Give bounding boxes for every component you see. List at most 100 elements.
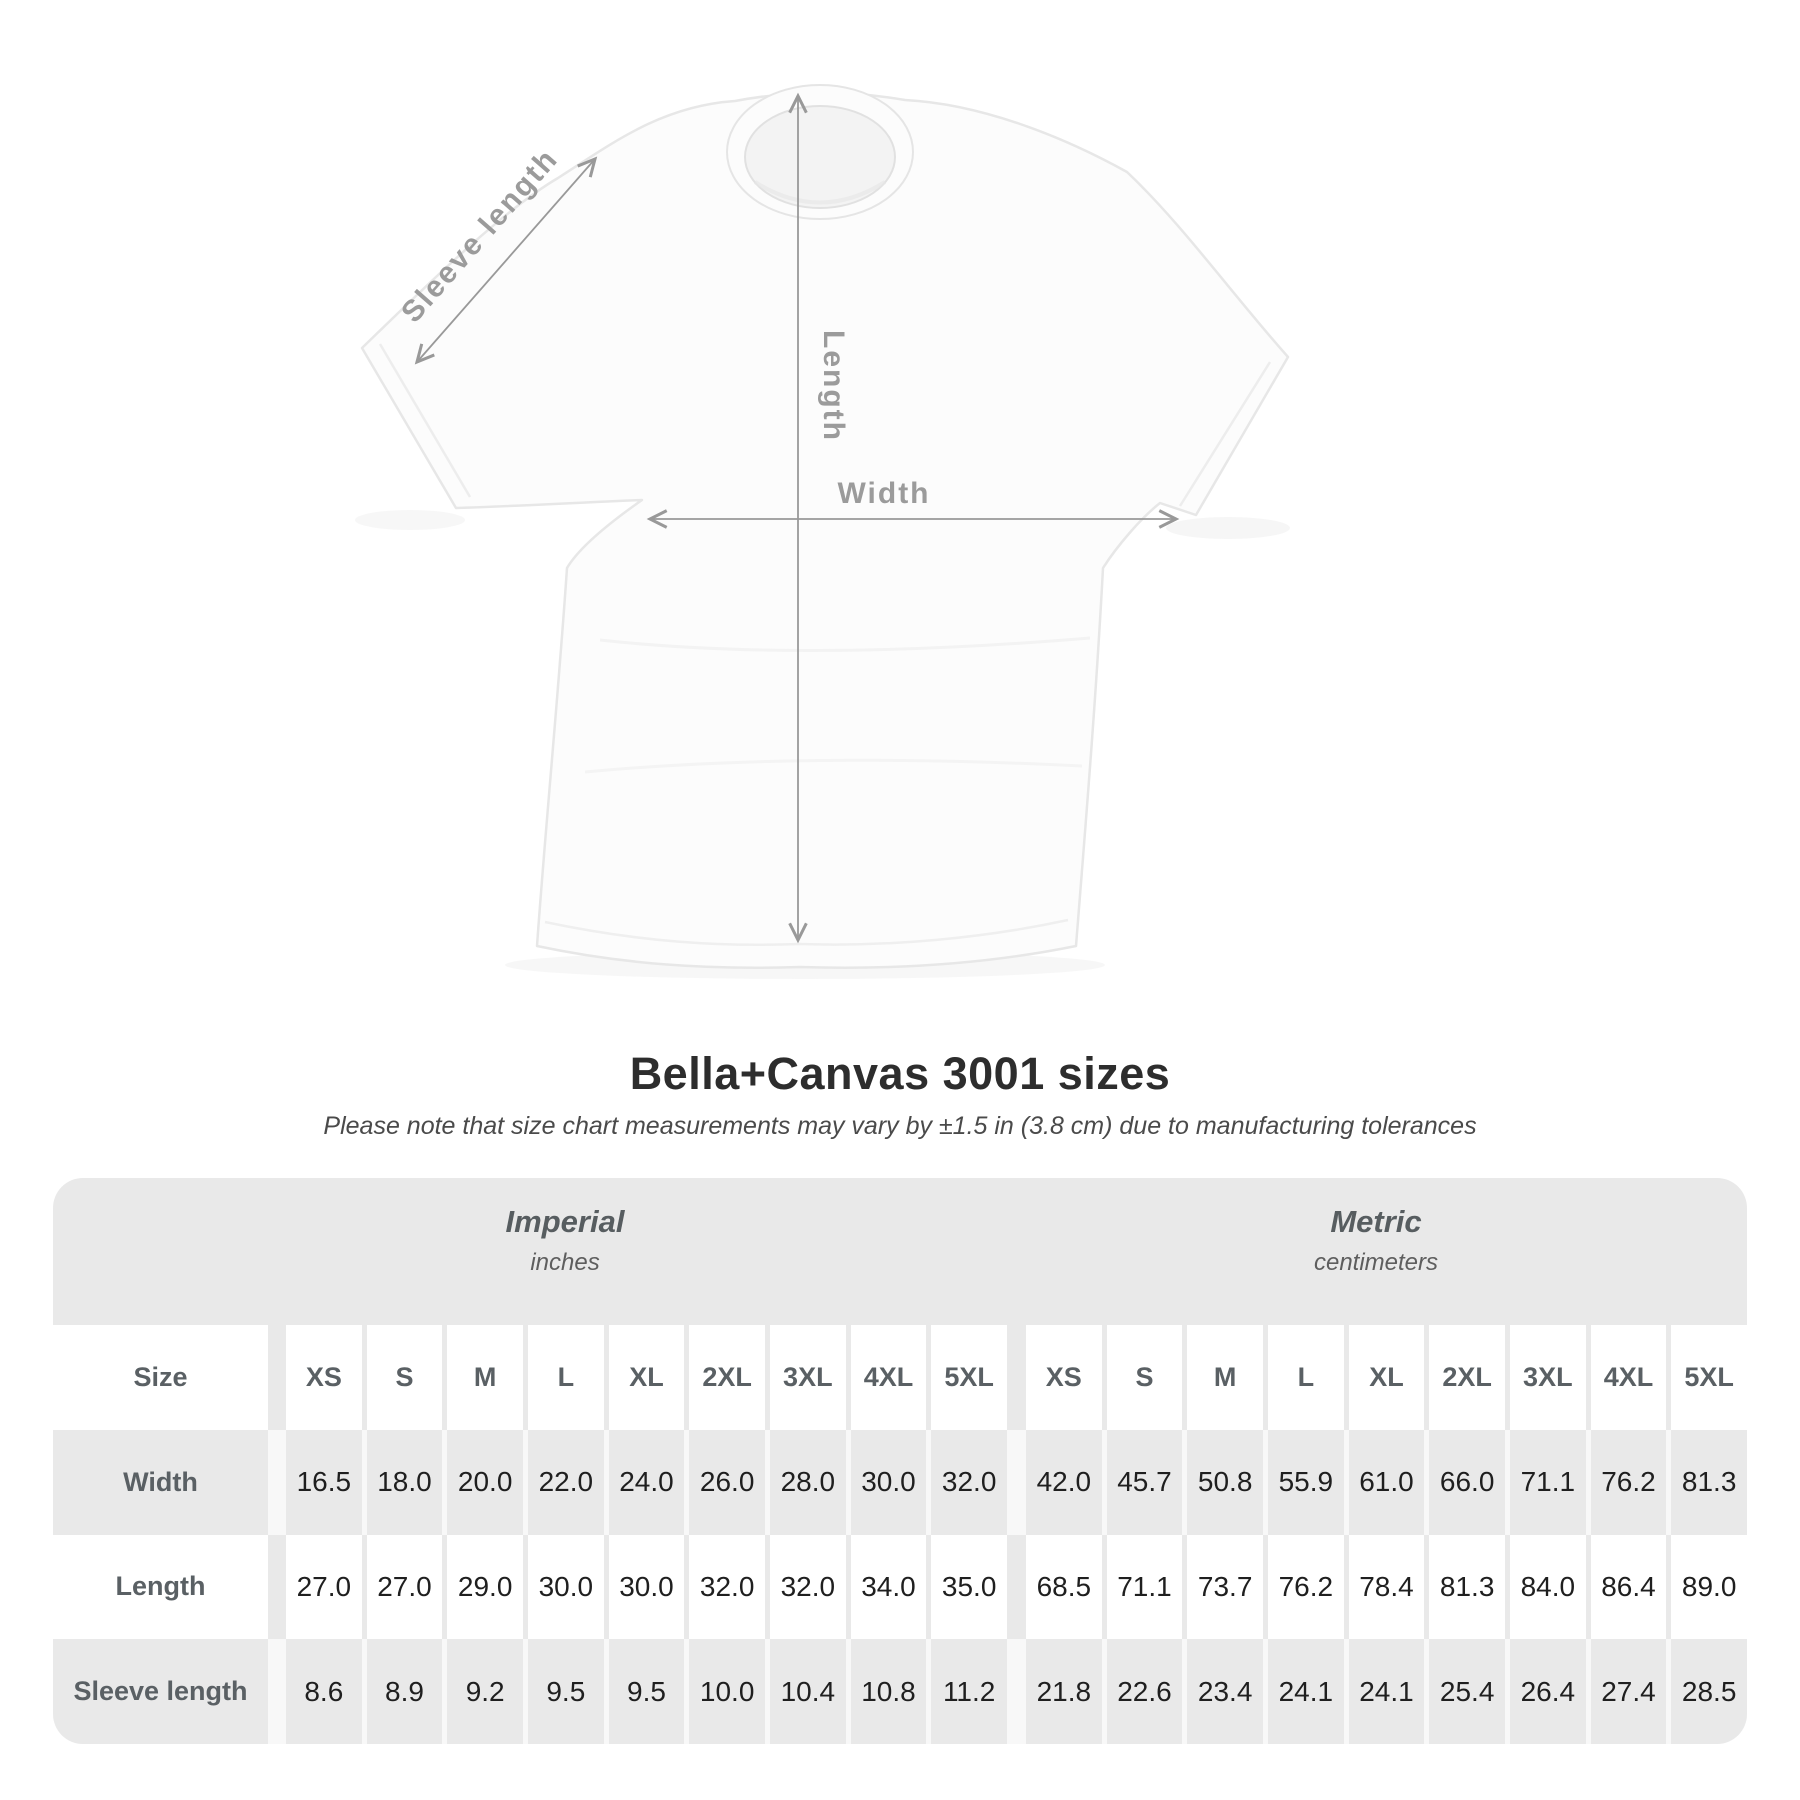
cell-sleeve-length-metric-m: 23.4 bbox=[1187, 1639, 1263, 1744]
collar bbox=[726, 84, 914, 220]
cell-width-imperial-m: 20.0 bbox=[447, 1429, 523, 1535]
cell-length-imperial-s: 27.0 bbox=[366, 1534, 443, 1640]
cell-width-imperial-s: 18.0 bbox=[366, 1429, 443, 1535]
size-column-header-imperial-5xl: 5XL bbox=[931, 1325, 1007, 1430]
cell-sleeve-length-metric-2xl: 25.4 bbox=[1429, 1639, 1505, 1744]
size-column-header-metric-l: L bbox=[1267, 1325, 1344, 1430]
size-column-header-metric-5xl: 5XL bbox=[1671, 1325, 1747, 1430]
cell-length-metric-xs: 68.5 bbox=[1025, 1534, 1102, 1640]
length-label: Length bbox=[817, 330, 850, 442]
cell-width-metric-3xl: 71.1 bbox=[1509, 1429, 1586, 1535]
metric-unit: centimeters bbox=[1313, 1249, 1439, 1276]
cell-sleeve-length-imperial-xs: 8.6 bbox=[286, 1639, 362, 1744]
cell-sleeve-length-metric-xl: 24.1 bbox=[1348, 1639, 1425, 1744]
size-column-header-imperial-4xl: 4XL bbox=[850, 1325, 927, 1430]
size-header-cell: Size bbox=[53, 1325, 268, 1430]
width-label: Width bbox=[837, 477, 930, 510]
metric-units-header: Metric centimeters bbox=[1056, 1204, 1696, 1277]
cell-sleeve-length-imperial-xl: 9.5 bbox=[608, 1639, 685, 1744]
cell-length-metric-3xl: 84.0 bbox=[1509, 1534, 1586, 1640]
size-column-header-metric-3xl: 3XL bbox=[1509, 1325, 1586, 1430]
cell-width-metric-2xl: 66.0 bbox=[1429, 1429, 1505, 1535]
cell-sleeve-length-metric-s: 22.6 bbox=[1106, 1639, 1183, 1744]
column-group-gap bbox=[273, 1325, 281, 1430]
column-group-gap bbox=[1012, 1325, 1021, 1430]
cell-width-imperial-3xl: 28.0 bbox=[769, 1429, 846, 1535]
cell-sleeve-length-imperial-2xl: 10.0 bbox=[689, 1639, 765, 1744]
cell-length-imperial-m: 29.0 bbox=[447, 1534, 523, 1640]
size-column-header-imperial-xl: XL bbox=[608, 1325, 685, 1430]
row-label-length: Length bbox=[53, 1534, 268, 1640]
cell-sleeve-length-imperial-5xl: 11.2 bbox=[931, 1639, 1007, 1744]
cell-sleeve-length-metric-l: 24.1 bbox=[1267, 1639, 1344, 1744]
size-column-header-metric-4xl: 4XL bbox=[1590, 1325, 1667, 1430]
cell-length-metric-4xl: 86.4 bbox=[1590, 1534, 1667, 1640]
metric-title: Metric bbox=[1330, 1204, 1422, 1239]
table-row-length: Length 27.0 27.0 29.0 30.0 30.0 32.0 32.0 34.0 35… bbox=[53, 1534, 1747, 1640]
cell-width-metric-4xl: 76.2 bbox=[1590, 1429, 1667, 1535]
cell-width-metric-s: 45.7 bbox=[1106, 1429, 1183, 1535]
row-label-width: Width bbox=[53, 1429, 268, 1535]
cell-length-imperial-xl: 30.0 bbox=[608, 1534, 685, 1640]
cell-width-imperial-xl: 24.0 bbox=[608, 1429, 685, 1535]
cell-sleeve-length-imperial-s: 8.9 bbox=[366, 1639, 443, 1744]
table-body: Size XS S M L XL 2XL 3XL 4XL 5XL XS S M L XL 2XL 3XL 4XL 5… bbox=[53, 1325, 1747, 1744]
cell-length-imperial-2xl: 32.0 bbox=[689, 1534, 765, 1640]
size-column-header-metric-2xl: 2XL bbox=[1429, 1325, 1505, 1430]
table-row-sleeve-length: Sleeve length 8.6 8.9 9.2 9.5 9.5 10.0 10.4 10.8… bbox=[53, 1639, 1747, 1744]
cell-sleeve-length-imperial-4xl: 10.8 bbox=[850, 1639, 927, 1744]
row-label-sleeve-length: Sleeve length bbox=[53, 1639, 268, 1744]
cell-sleeve-length-metric-5xl: 28.5 bbox=[1671, 1639, 1747, 1744]
units-band: Imperial inches Metric centimeters bbox=[53, 1178, 1747, 1325]
table-row-width: Width 16.5 18.0 20.0 22.0 24.0 26.0 28.0 30.0 32.… bbox=[53, 1429, 1747, 1535]
cell-width-imperial-l: 22.0 bbox=[527, 1429, 604, 1535]
size-column-header-imperial-s: S bbox=[366, 1325, 443, 1430]
cell-width-imperial-2xl: 26.0 bbox=[689, 1429, 765, 1535]
cell-width-imperial-5xl: 32.0 bbox=[931, 1429, 1007, 1535]
cell-width-metric-m: 50.8 bbox=[1187, 1429, 1263, 1535]
cell-width-metric-xl: 61.0 bbox=[1348, 1429, 1425, 1535]
column-group-gap bbox=[273, 1639, 281, 1744]
cell-length-imperial-3xl: 32.0 bbox=[769, 1534, 846, 1640]
size-chart-table: Imperial inches Metric centimeters Size X… bbox=[53, 1178, 1747, 1744]
cell-length-imperial-l: 30.0 bbox=[527, 1534, 604, 1640]
column-group-gap bbox=[1012, 1535, 1021, 1640]
size-column-header-metric-xl: XL bbox=[1348, 1325, 1425, 1430]
cell-length-imperial-xs: 27.0 bbox=[286, 1534, 362, 1640]
cell-width-imperial-xs: 16.5 bbox=[286, 1429, 362, 1535]
cell-width-metric-5xl: 81.3 bbox=[1671, 1429, 1747, 1535]
size-column-header-metric-xs: XS bbox=[1025, 1325, 1102, 1430]
tshirt-measurement-diagram: Sleeve length Length Width bbox=[360, 84, 1290, 969]
size-column-header-imperial-xs: XS bbox=[286, 1325, 362, 1430]
cell-sleeve-length-imperial-m: 9.2 bbox=[447, 1639, 523, 1744]
cell-width-imperial-4xl: 30.0 bbox=[850, 1429, 927, 1535]
cell-length-metric-2xl: 81.3 bbox=[1429, 1534, 1505, 1640]
sleeve-length-arrow bbox=[417, 159, 595, 362]
size-column-header-imperial-3xl: 3XL bbox=[769, 1325, 846, 1430]
size-column-header-metric-m: M bbox=[1187, 1325, 1263, 1430]
tolerance-note: Please note that size chart measurements… bbox=[323, 1112, 1477, 1140]
page-title: Bella+Canvas 3001 sizes bbox=[629, 1048, 1171, 1099]
cell-sleeve-length-metric-xs: 21.8 bbox=[1025, 1639, 1102, 1744]
size-column-header-imperial-2xl: 2XL bbox=[689, 1325, 765, 1430]
cell-length-metric-m: 73.7 bbox=[1187, 1534, 1263, 1640]
size-column-header-imperial-m: M bbox=[447, 1325, 523, 1430]
imperial-title: Imperial bbox=[505, 1204, 625, 1239]
cell-width-metric-xs: 42.0 bbox=[1025, 1429, 1102, 1535]
cell-sleeve-length-metric-3xl: 26.4 bbox=[1509, 1639, 1586, 1744]
cell-length-imperial-5xl: 35.0 bbox=[931, 1534, 1007, 1640]
cell-length-metric-l: 76.2 bbox=[1267, 1534, 1344, 1640]
cell-width-metric-l: 55.9 bbox=[1267, 1429, 1344, 1535]
column-group-gap bbox=[273, 1535, 281, 1640]
size-column-header-imperial-l: L bbox=[527, 1325, 604, 1430]
cell-sleeve-length-imperial-3xl: 10.4 bbox=[769, 1639, 846, 1744]
size-column-header-metric-s: S bbox=[1106, 1325, 1183, 1430]
imperial-units-header: Imperial inches bbox=[245, 1204, 885, 1277]
column-group-gap bbox=[1012, 1639, 1021, 1744]
cell-length-metric-5xl: 89.0 bbox=[1671, 1534, 1747, 1640]
table-header-row: Size XS S M L XL 2XL 3XL 4XL 5XL XS S M L XL 2XL 3XL 4XL 5… bbox=[53, 1325, 1747, 1430]
column-group-gap bbox=[1012, 1430, 1021, 1535]
cell-sleeve-length-imperial-l: 9.5 bbox=[527, 1639, 604, 1744]
cell-length-metric-s: 71.1 bbox=[1106, 1534, 1183, 1640]
cell-length-metric-xl: 78.4 bbox=[1348, 1534, 1425, 1640]
